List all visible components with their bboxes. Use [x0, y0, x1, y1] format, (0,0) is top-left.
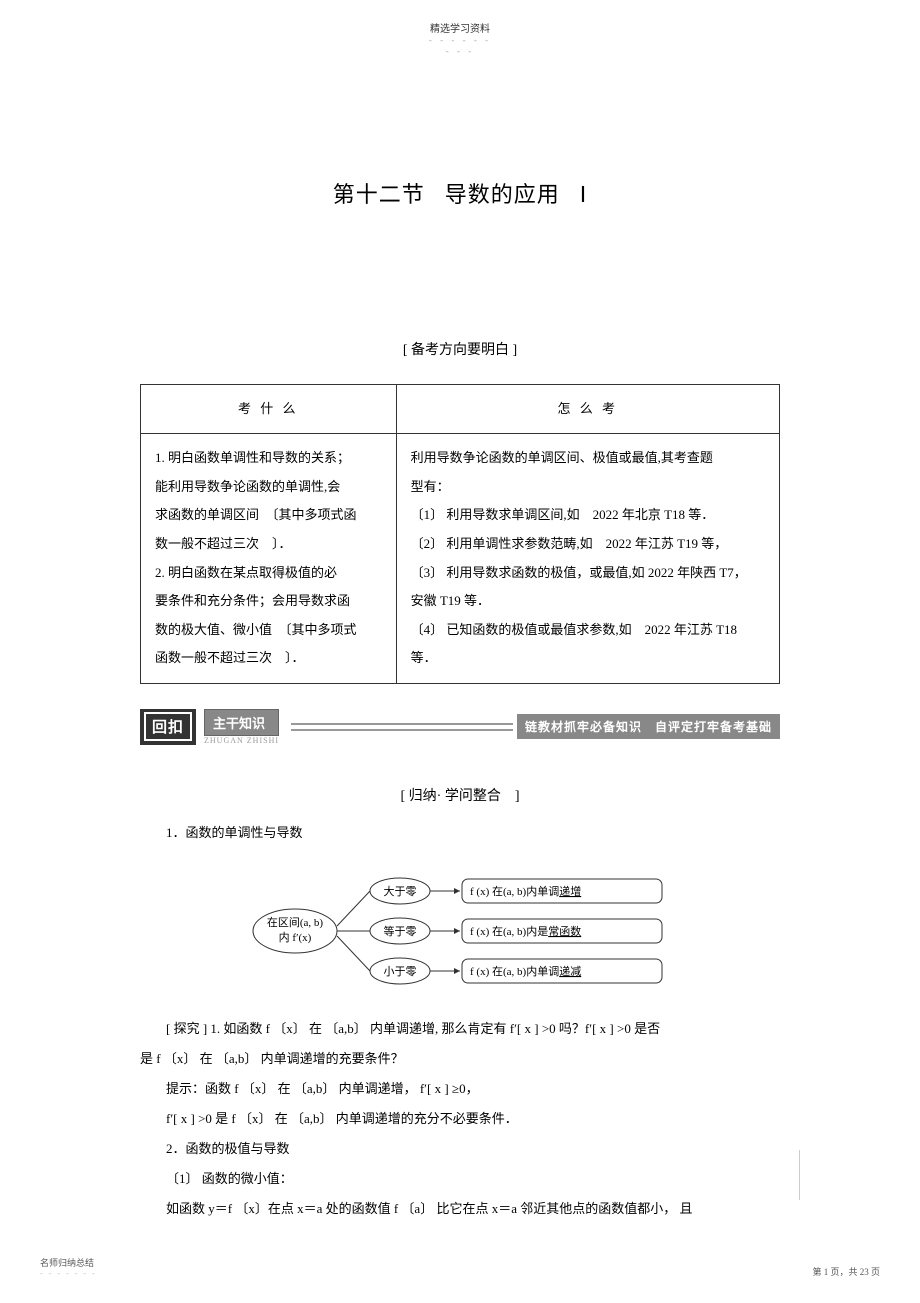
root-text-1: 在区间(a, b)	[267, 916, 324, 929]
para-3: 是 f 〔x〕 在 〔a,b〕 内单调递增的充要条件？	[140, 1046, 780, 1072]
result-text-3: f (x) 在(a, b)内单调递减	[470, 964, 581, 978]
branch-label-2: 等于零	[384, 924, 417, 938]
root-ellipse	[253, 909, 337, 953]
table-header-how: 怎 么 考	[396, 384, 779, 434]
table-cell-left: 1. 明白函数单调性和导数的关系； 能利用导数争论函数的单调性,会 求函数的单调…	[141, 434, 397, 684]
title-main: 导数的应用	[445, 182, 560, 207]
table-header-what: 考 什 么	[141, 384, 397, 434]
root-text-2: 内 f′(x)	[279, 930, 312, 944]
content-body: 1．函数的单调性与导数 在区间(a, b) 内 f′(x) 大于零 f (x) …	[140, 820, 780, 1222]
left-line: 求函数的单调区间 〔其中多项式函	[155, 501, 382, 530]
left-line: 能利用导数争论函数的单调性,会	[155, 473, 382, 502]
result-text-2: f (x) 在(a, b)内是常函数	[470, 924, 581, 938]
exam-table: 考 什 么 怎 么 考 1. 明白函数单调性和导数的关系； 能利用导数争论函数的…	[140, 384, 780, 684]
banner-left-label: 回扣	[144, 712, 192, 741]
right-line: 〔2〕 利用单调性求参数范畴,如 2022 年江苏 T19 等，	[411, 530, 765, 559]
table-header-row: 考 什 么 怎 么 考	[141, 384, 780, 434]
header-note: 精选学习资料	[0, 0, 920, 35]
para-5: f′[ x ] >0 是 f 〔x〕 在 〔a,b〕 内单调递增的充分不必要条件…	[140, 1106, 780, 1132]
banner-right-text: 链教材抓牢必备知识 自评定打牢备考基础	[517, 714, 780, 739]
right-line: 等．	[411, 644, 765, 673]
left-line: 1. 明白函数单调性和导数的关系；	[155, 444, 382, 473]
banner-divider-line	[291, 723, 513, 731]
right-line: 利用导数争论函数的单调区间、极值或最值,其考查题	[411, 444, 765, 473]
right-line: 型有：	[411, 473, 765, 502]
banner-mid-title: 主干知识	[204, 709, 279, 736]
footer-left: 名师归纳总结 - - - - - - -	[40, 1256, 97, 1278]
para-2: [ 探究 ] 1. 如函数 f 〔x〕 在 〔a,b〕 内单调递增, 那么肯定有…	[140, 1016, 780, 1042]
right-line: 〔4〕 已知函数的极值或最值求参数,如 2022 年江苏 T18	[411, 616, 765, 645]
para-4: 提示：函数 f 〔x〕 在 〔a,b〕 内单调递增， f′[ x ] ≥0，	[140, 1076, 780, 1102]
left-line: 函数一般不超过三次 〕．	[155, 644, 382, 673]
title-suffix: Ⅰ	[580, 182, 588, 207]
para-8: 如函数 y＝f 〔x〕在点 x＝a 处的函数值 f 〔a〕 比它在点 x＝a 邻…	[140, 1196, 780, 1222]
right-line: 〔3〕 利用导数求函数的极值，或最值,如 2022 年陕西 T7，	[411, 559, 765, 588]
branch-label-3: 小于零	[384, 965, 417, 978]
section-banner: 回扣 主干知识 ZHUGAN ZHISHI 链教材抓牢必备知识 自评定打牢备考基…	[140, 709, 780, 745]
right-margin-line	[799, 1150, 800, 1200]
right-line: 〔1〕 利用导数求单调区间,如 2022 年北京 T18 等．	[411, 501, 765, 530]
header-dashes-2: - - -	[0, 46, 920, 57]
banner-left: 回扣	[140, 709, 196, 745]
arrow-head-1	[454, 888, 460, 894]
para-6: 2．函数的极值与导数	[140, 1136, 780, 1162]
table-row: 1. 明白函数单调性和导数的关系； 能利用导数争论函数的单调性,会 求函数的单调…	[141, 434, 780, 684]
left-line: 要条件和充分条件；会用导数求函	[155, 587, 382, 616]
branch-line-3	[337, 936, 370, 971]
page-title: 第十二节导数的应用 Ⅰ	[0, 177, 920, 209]
header-dashes-1: - - - - - -	[0, 35, 920, 46]
monotonicity-diagram: 在区间(a, b) 内 f′(x) 大于零 f (x) 在(a, b)内单调递增…	[250, 871, 670, 991]
arrow-head-2	[454, 928, 460, 934]
para-7: 〔1〕 函数的微小值：	[140, 1166, 780, 1192]
footer-left-dashes: - - - - - - -	[40, 1269, 97, 1278]
footer-left-text: 名师归纳总结	[40, 1256, 97, 1269]
para-1: 1．函数的单调性与导数	[140, 820, 780, 846]
section-heading: [ 归纳· 学问整合 ]	[0, 785, 920, 805]
branch-line-1	[337, 891, 370, 926]
prep-heading: [ 备考方向要明白 ]	[0, 339, 920, 359]
branch-label-1: 大于零	[384, 884, 417, 898]
right-line: 安徽 T19 等．	[411, 587, 765, 616]
table-cell-right: 利用导数争论函数的单调区间、极值或最值,其考查题 型有： 〔1〕 利用导数求单调…	[396, 434, 779, 684]
left-line: 数一般不超过三次 〕．	[155, 530, 382, 559]
left-line: 数的极大值、微小值 〔其中多项式	[155, 616, 382, 645]
result-text-1: f (x) 在(a, b)内单调递增	[470, 884, 581, 898]
banner-mid: 主干知识 ZHUGAN ZHISHI	[196, 709, 287, 745]
left-line: 2. 明白函数在某点取得极值的必	[155, 559, 382, 588]
arrow-head-3	[454, 968, 460, 974]
footer-right: 第 1 页，共 23 页	[812, 1265, 880, 1278]
title-prefix: 第十二节	[333, 182, 425, 207]
banner-mid-sub: ZHUGAN ZHISHI	[204, 736, 279, 745]
